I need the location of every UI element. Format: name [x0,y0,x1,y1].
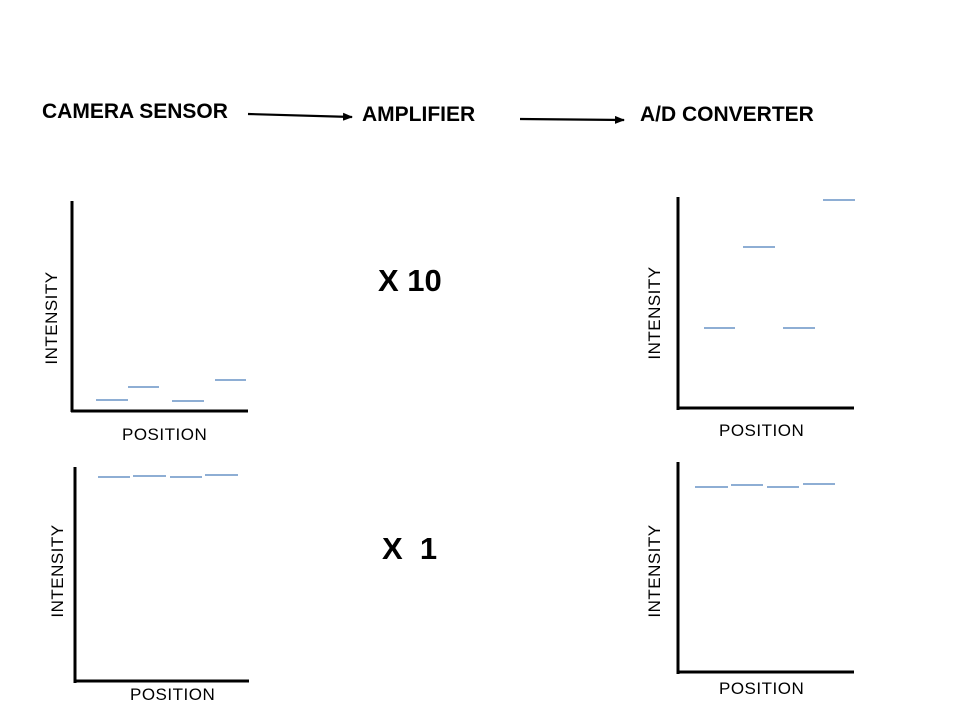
gain-x10-label: X 10 [378,263,442,298]
adc-high-x-label: POSITION [719,421,805,440]
camera-sensor-label: CAMERA SENSOR [42,100,228,123]
sensor-high-plot [70,201,248,413]
ad-converter-label: A/D CONVERTER [640,103,814,126]
gain-x1-label: X 1 [382,531,438,566]
sensor-low-x-label: POSITION [130,685,216,704]
sensor-low-plot [73,467,249,683]
sensor-high-x-label: POSITION [122,425,208,444]
adc-low-plot [676,462,854,674]
adc-high-plot [676,197,855,410]
arrow-amplifier-to-converter [519,115,625,124]
amplifier-label: AMPLIFIER [362,103,476,126]
arrow-sensor-to-amplifier [247,112,353,121]
adc-low-x-label: POSITION [719,679,805,698]
